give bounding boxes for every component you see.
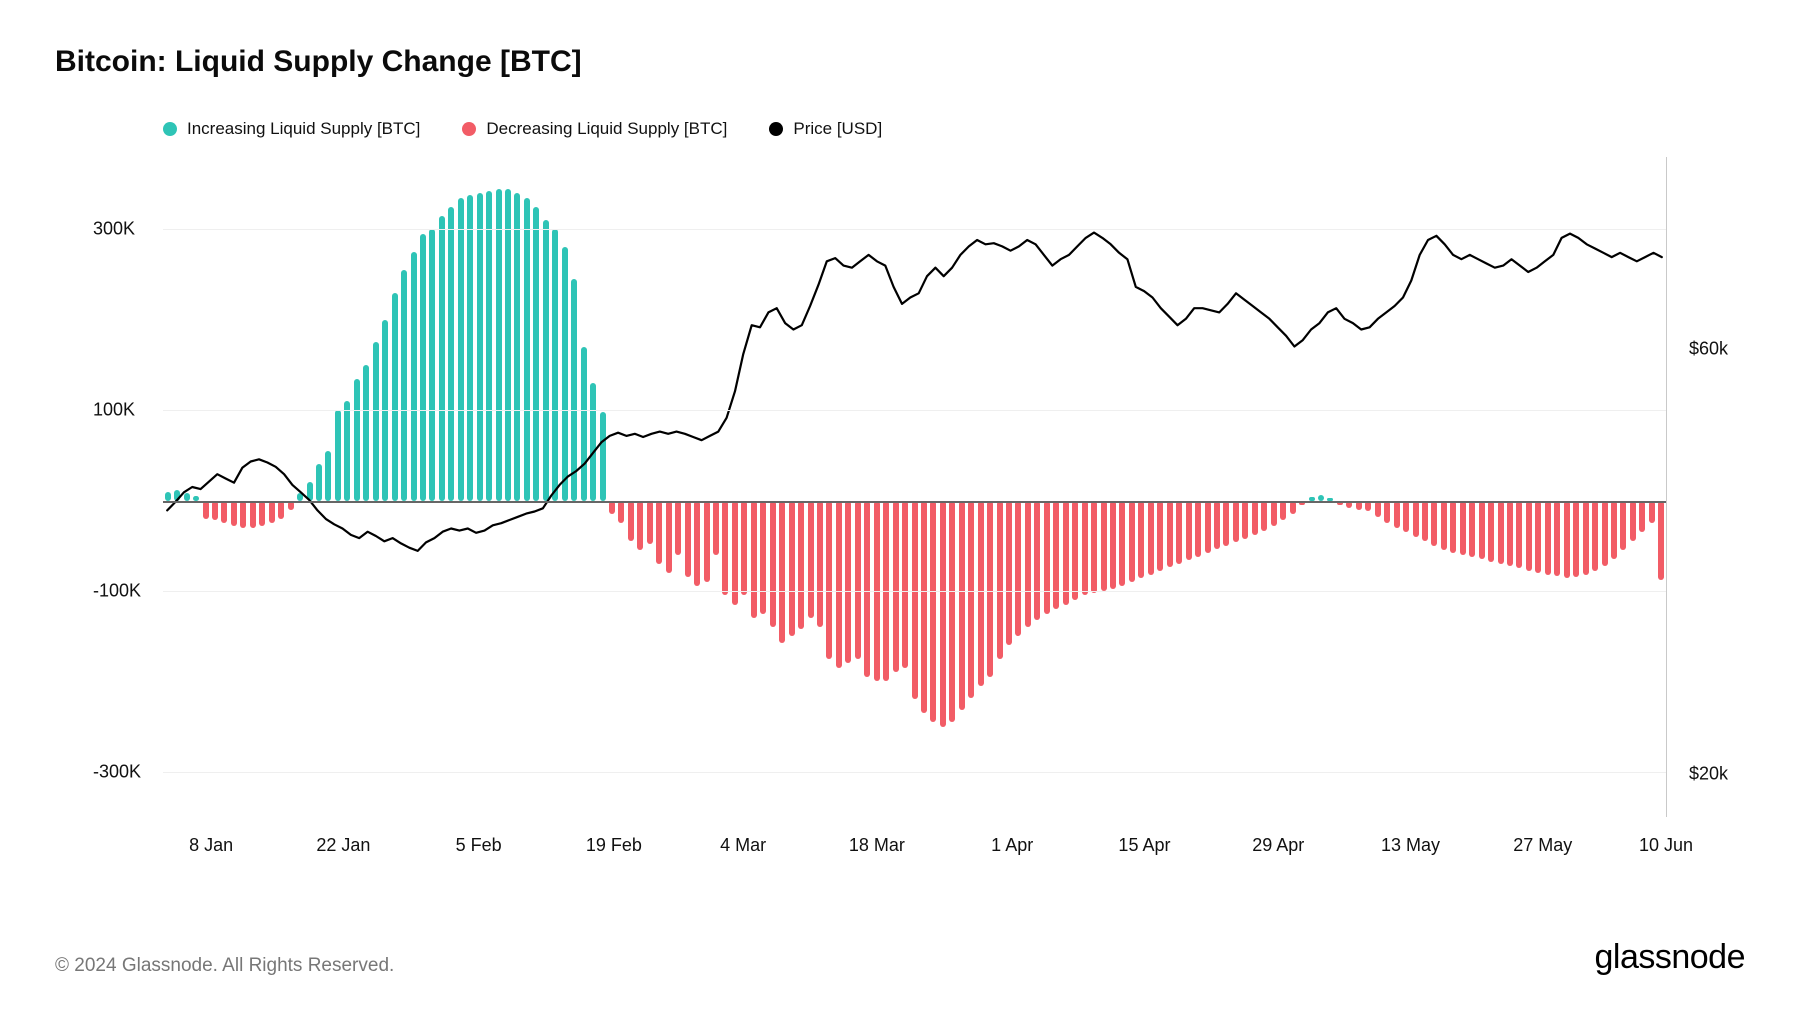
legend-price-dot bbox=[769, 122, 783, 136]
chart-title: Bitcoin: Liquid Supply Change [BTC] bbox=[55, 45, 1745, 79]
x-axis-label: 8 Jan bbox=[189, 835, 233, 856]
x-axis-label: 1 Apr bbox=[991, 835, 1033, 856]
x-axis-label: 5 Feb bbox=[456, 835, 502, 856]
gridline bbox=[163, 229, 1666, 230]
legend-increasing: Increasing Liquid Supply [BTC] bbox=[163, 119, 420, 139]
gridline bbox=[163, 772, 1666, 773]
x-axis-label: 10 Jun bbox=[1639, 835, 1693, 856]
price-line-layer bbox=[163, 157, 1666, 817]
y-axis-right-label: $60k bbox=[1689, 338, 1728, 359]
x-axis-label: 15 Apr bbox=[1118, 835, 1170, 856]
brand-logo: glassnode bbox=[1594, 938, 1745, 977]
copyright: © 2024 Glassnode. All Rights Reserved. bbox=[55, 955, 394, 977]
y-axis-left-label: -300K bbox=[93, 761, 141, 782]
chart: -300K-100K100K300K$20k$60k 8 Jan 22 Jan 5 … bbox=[163, 157, 1667, 857]
x-axis-label: 13 May bbox=[1381, 835, 1440, 856]
legend-increasing-dot bbox=[163, 122, 177, 136]
legend-price: Price [USD] bbox=[769, 119, 882, 139]
x-axis-label: 18 Mar bbox=[849, 835, 905, 856]
legend-increasing-label: Increasing Liquid Supply [BTC] bbox=[187, 119, 420, 139]
y-axis-left-label: -100K bbox=[93, 580, 141, 601]
y-axis-left-label: 300K bbox=[93, 219, 135, 240]
gridline bbox=[163, 410, 1666, 411]
x-axis-label: 22 Jan bbox=[316, 835, 370, 856]
legend-decreasing-label: Decreasing Liquid Supply [BTC] bbox=[486, 119, 727, 139]
x-axis-label: 29 Apr bbox=[1252, 835, 1304, 856]
legend-decreasing: Decreasing Liquid Supply [BTC] bbox=[462, 119, 727, 139]
y-axis-right-label: $20k bbox=[1689, 764, 1728, 785]
x-axis: 8 Jan 22 Jan 5 Feb 19 Feb 4 Mar 18 Mar 1 Apr 15… bbox=[163, 817, 1667, 857]
footer: © 2024 Glassnode. All Rights Reserved. g… bbox=[55, 938, 1745, 977]
gridline bbox=[163, 591, 1666, 592]
x-axis-label: 19 Feb bbox=[586, 835, 642, 856]
legend-decreasing-dot bbox=[462, 122, 476, 136]
plot-area: -300K-100K100K300K$20k$60k bbox=[163, 157, 1667, 817]
legend-price-label: Price [USD] bbox=[793, 119, 882, 139]
y-axis-left-label: 100K bbox=[93, 400, 135, 421]
legend: Increasing Liquid Supply [BTC] Decreasin… bbox=[163, 119, 1745, 139]
zero-line bbox=[163, 501, 1666, 503]
price-line bbox=[167, 233, 1662, 551]
x-axis-label: 27 May bbox=[1513, 835, 1572, 856]
x-axis-label: 4 Mar bbox=[720, 835, 766, 856]
